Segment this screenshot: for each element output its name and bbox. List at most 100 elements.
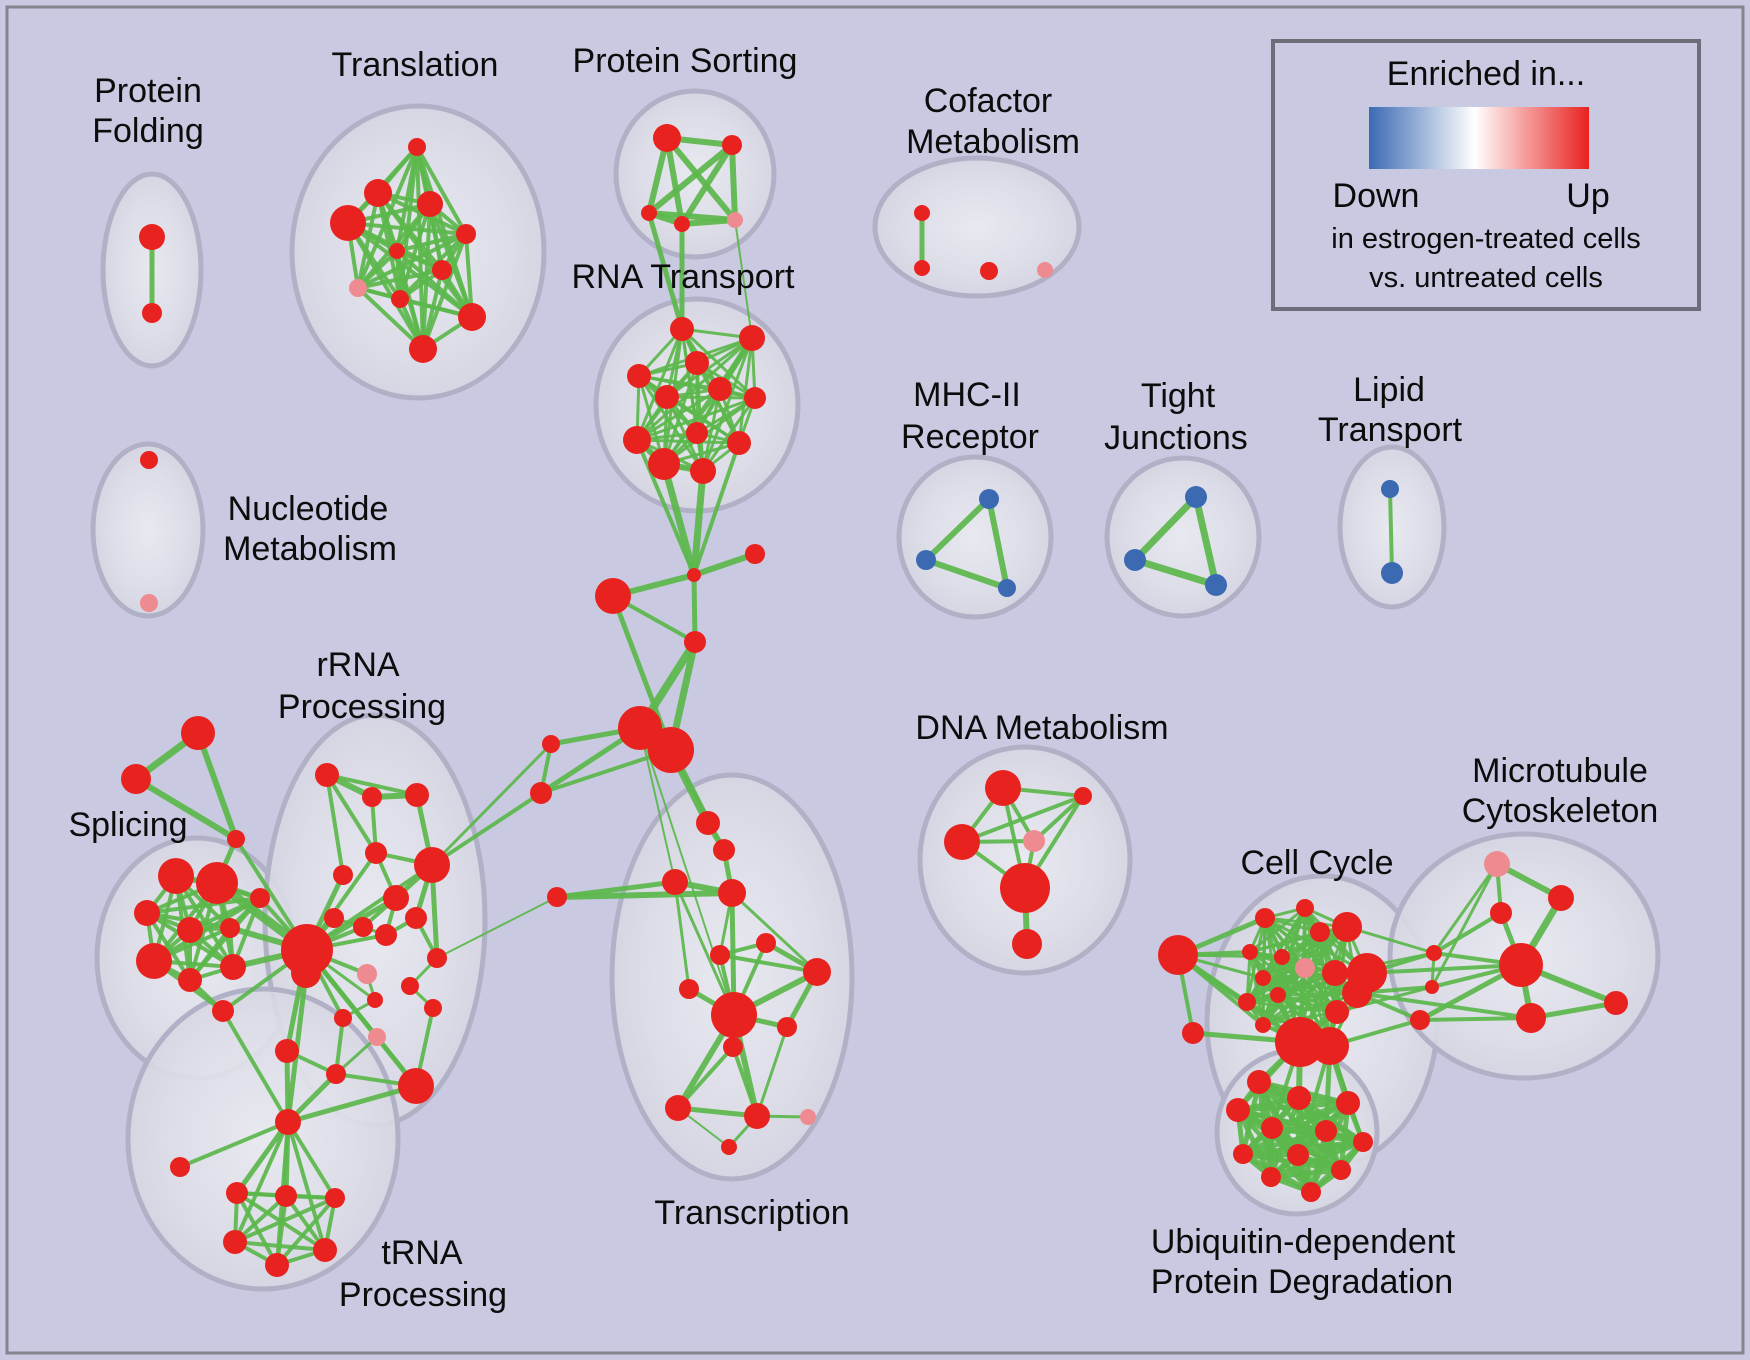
node-r17 — [424, 999, 442, 1017]
edge — [325, 773, 378, 855]
cluster-label: DNA Metabolism — [915, 709, 1168, 747]
node-tr9 — [777, 1017, 797, 1037]
edge — [691, 572, 698, 645]
node-tj1 — [1124, 549, 1146, 571]
cluster-label: Metabolism — [906, 123, 1080, 161]
cluster-label: RNA Transport — [572, 258, 796, 296]
node-tr10 — [723, 1037, 743, 1057]
node-tn7 — [313, 1238, 337, 1262]
edge — [356, 286, 425, 351]
node-s9 — [227, 830, 245, 848]
edge — [356, 268, 444, 290]
cluster-label: Protein Degradation — [1151, 1263, 1453, 1301]
legend-box: Enriched in... Down Up in estrogen-treat… — [1271, 39, 1701, 311]
node-s10 — [212, 1000, 234, 1022]
cluster-label: Processing — [339, 1276, 507, 1314]
node-cc0 — [1158, 935, 1198, 975]
edge — [1430, 862, 1499, 989]
node-r9 — [353, 917, 373, 937]
edge — [178, 1120, 290, 1169]
node-tr7 — [679, 979, 699, 999]
node-r14 — [357, 964, 377, 984]
figure-frame — [5, 5, 1745, 1355]
edge — [346, 221, 425, 351]
node-r12 — [281, 924, 333, 976]
node-cc15 — [1275, 1017, 1325, 1067]
edge — [646, 142, 735, 216]
node-r22 — [398, 1068, 434, 1104]
node-mt3 — [1499, 943, 1543, 987]
edge — [729, 142, 738, 223]
edge — [923, 557, 1010, 591]
node-u8 — [1287, 1144, 1309, 1166]
node-r1 — [362, 787, 382, 807]
legend-title: Enriched in... — [1386, 55, 1586, 93]
node-cc3 — [1296, 899, 1314, 917]
edge — [1192, 493, 1220, 589]
node-t8 — [391, 290, 409, 308]
node-rt2 — [685, 351, 709, 375]
node-r0 — [315, 763, 339, 787]
cluster-label: Tight — [1141, 377, 1216, 415]
node-rt6 — [744, 387, 766, 409]
node-r10 — [375, 924, 397, 946]
node-mt4 — [1516, 1003, 1546, 1033]
node-u9 — [1331, 1160, 1351, 1180]
node-cc14 — [1255, 1017, 1271, 1033]
edge — [646, 210, 685, 332]
cluster-ellipse-nucleotide-metabolism — [90, 441, 206, 619]
node-d4 — [1000, 863, 1050, 913]
node-tr8 — [711, 992, 757, 1038]
node-cc19 — [1342, 978, 1372, 1008]
edge — [233, 1120, 290, 1244]
edge — [1345, 925, 1436, 955]
edge — [718, 953, 819, 974]
node-c0 — [687, 568, 701, 582]
edge — [664, 135, 738, 223]
edge — [235, 1191, 279, 1267]
edge — [1248, 906, 1307, 954]
node-d0 — [985, 770, 1021, 806]
node-u3 — [1226, 1098, 1250, 1122]
node-tr6 — [803, 958, 831, 986]
node-r2 — [405, 783, 429, 807]
legend-down-label: Down — [1332, 177, 1420, 215]
cluster-label: Cytoskeleton — [1462, 792, 1659, 830]
cluster-label: Splicing — [68, 806, 187, 844]
cluster-label: Transcription — [654, 1194, 849, 1232]
edge — [1432, 911, 1503, 955]
node-d2 — [944, 824, 980, 860]
node-r11 — [405, 907, 427, 929]
node-tr14 — [721, 1139, 737, 1155]
edge — [673, 880, 736, 1017]
cluster-label: Ubiquitin-dependent — [1151, 1223, 1456, 1261]
node-d5 — [1012, 929, 1042, 959]
edge — [286, 1120, 337, 1200]
edge — [679, 217, 738, 227]
node-tr5 — [710, 945, 730, 965]
node-ps3 — [674, 216, 690, 232]
node-cc1 — [1182, 1022, 1204, 1044]
cluster-label: tRNA — [381, 1234, 463, 1272]
node-cc4 — [1310, 922, 1330, 942]
edge — [346, 221, 468, 236]
cluster-label: Junctions — [1104, 419, 1248, 457]
cluster-label: Protein — [94, 72, 202, 110]
cluster-label: Translation — [332, 46, 499, 84]
edge — [145, 896, 262, 915]
node-tj0 — [1185, 486, 1207, 508]
edge — [233, 1240, 327, 1252]
edge — [152, 896, 262, 963]
cluster-label: Processing — [278, 688, 446, 726]
node-cc8 — [1295, 958, 1315, 978]
node-d1 — [1074, 787, 1092, 805]
node-cf0 — [914, 205, 930, 221]
edge — [635, 327, 684, 442]
node-s3 — [177, 917, 203, 943]
edge — [1388, 487, 1394, 575]
node-t9 — [458, 303, 486, 331]
edge — [325, 773, 419, 797]
edge — [1418, 1016, 1533, 1022]
node-cc12 — [1270, 987, 1286, 1003]
